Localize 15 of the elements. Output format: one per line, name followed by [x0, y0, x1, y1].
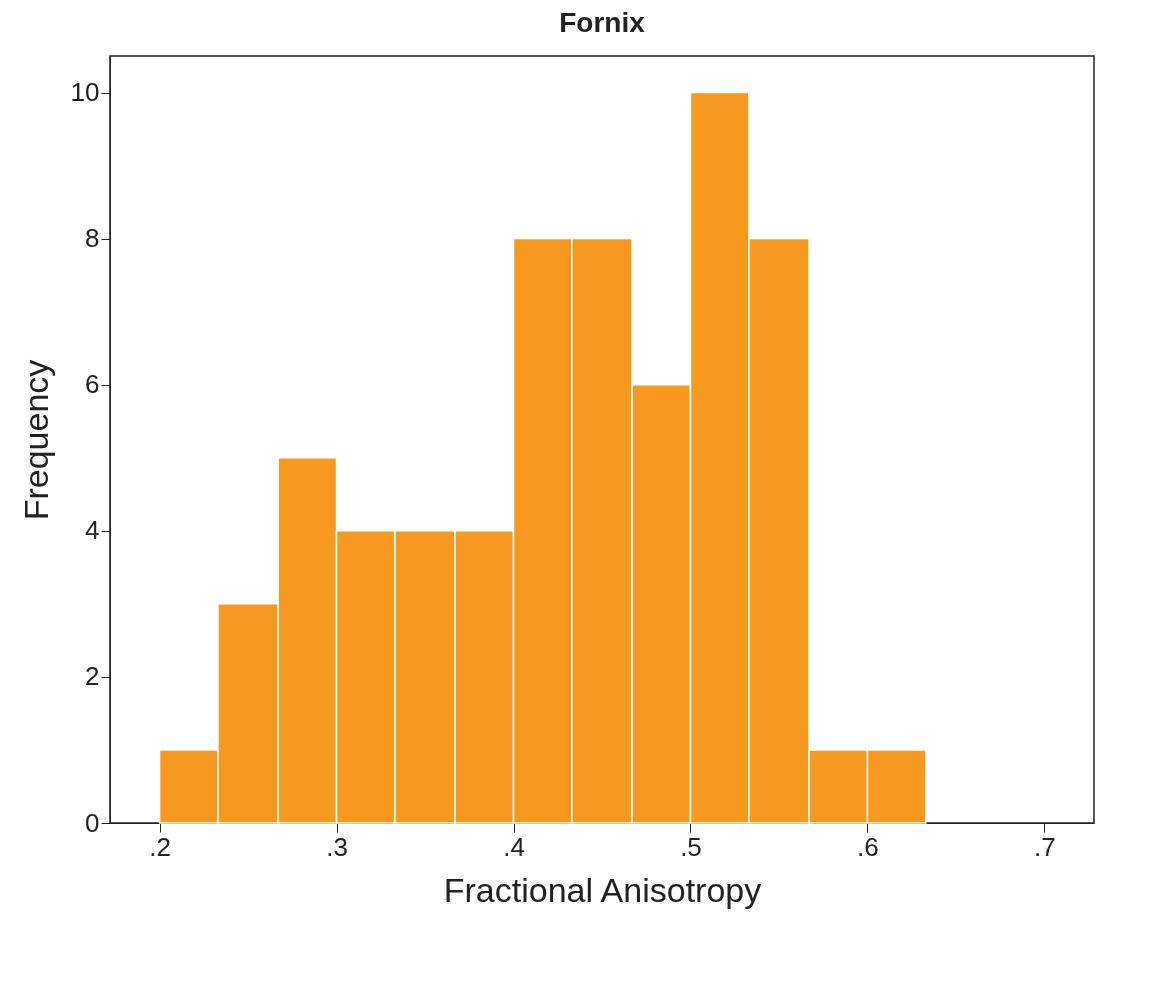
y-tick-label: 4: [85, 515, 100, 546]
y-tick-label: 0: [85, 807, 100, 838]
y-tick-label: 2: [85, 661, 100, 692]
x-tick-label: .6: [857, 831, 879, 862]
x-tick-label: .3: [326, 831, 348, 862]
y-tick-label: 10: [70, 77, 100, 108]
x-tick-label: .5: [680, 831, 702, 862]
x-tick-label: .7: [1034, 831, 1056, 862]
chart-title: Fornix: [559, 7, 646, 38]
y-tick-label: 6: [85, 369, 100, 400]
y-tick-label: 8: [85, 223, 100, 254]
x-axis-title: Fractional Anisotropy: [443, 870, 762, 909]
y-axis-title: Frequency: [16, 359, 55, 521]
x-tick-label: .4: [503, 831, 525, 862]
x-tick-label: .2: [149, 831, 171, 862]
